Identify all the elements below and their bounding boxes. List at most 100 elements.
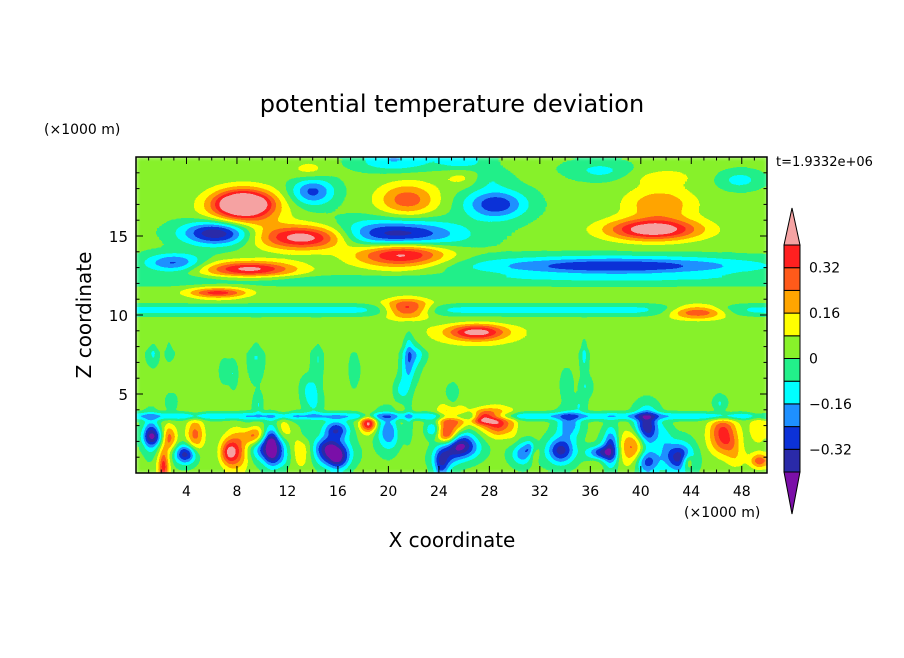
heatmap-cell bbox=[366, 216, 372, 222]
heatmap-cell bbox=[256, 334, 262, 341]
heatmap-cell bbox=[571, 344, 578, 351]
heatmap-cell bbox=[386, 206, 393, 212]
heatmap-cell bbox=[551, 231, 558, 237]
heatmap-cell bbox=[181, 181, 187, 188]
heatmap-cell bbox=[371, 231, 377, 237]
heatmap-cell bbox=[596, 161, 603, 168]
heatmap-cell bbox=[291, 211, 297, 217]
heatmap-cell bbox=[761, 245, 767, 252]
heatmap-cell bbox=[301, 344, 307, 351]
heatmap-cell bbox=[591, 176, 598, 183]
heatmap-cell bbox=[426, 339, 433, 346]
heatmap-cell bbox=[156, 176, 162, 183]
heatmap-cell bbox=[581, 344, 588, 351]
heatmap-cell bbox=[601, 216, 608, 222]
heatmap-cell bbox=[136, 305, 142, 311]
heatmap-cell bbox=[556, 240, 563, 247]
heatmap-cell bbox=[446, 324, 453, 331]
heatmap-cell bbox=[601, 226, 608, 232]
heatmap-cell bbox=[431, 161, 438, 168]
heatmap-cell bbox=[251, 339, 257, 346]
heatmap-cell bbox=[356, 240, 362, 247]
heatmap-cell bbox=[591, 186, 598, 193]
heatmap-cell bbox=[651, 236, 658, 242]
heatmap-cell bbox=[226, 226, 232, 232]
heatmap-cell bbox=[166, 280, 172, 286]
heatmap-cell bbox=[221, 334, 227, 341]
heatmap-cell bbox=[621, 250, 628, 257]
heatmap-cell bbox=[391, 265, 398, 272]
heatmap-cell bbox=[496, 270, 503, 277]
heatmap-cell bbox=[236, 176, 242, 183]
heatmap-cell bbox=[411, 245, 418, 252]
heatmap-cell bbox=[346, 290, 352, 296]
heatmap-cell bbox=[476, 334, 483, 341]
heatmap-cell bbox=[706, 255, 713, 262]
heatmap-cell bbox=[361, 166, 367, 173]
heatmap-cell bbox=[641, 186, 648, 193]
heatmap-cell bbox=[421, 285, 428, 291]
heatmap-cell bbox=[626, 157, 633, 163]
heatmap-cell bbox=[181, 206, 187, 212]
heatmap-cell bbox=[466, 250, 473, 257]
heatmap-cell bbox=[466, 334, 473, 341]
heatmap-cell bbox=[216, 186, 222, 193]
heatmap-cell bbox=[706, 211, 713, 217]
heatmap-cell bbox=[236, 206, 242, 212]
heatmap-cell bbox=[346, 295, 352, 301]
heatmap-cell bbox=[631, 334, 638, 341]
heatmap-cell bbox=[381, 315, 387, 321]
heatmap-cell bbox=[641, 305, 648, 311]
heatmap-cell bbox=[426, 231, 433, 237]
heatmap-cell bbox=[636, 236, 643, 242]
heatmap-cell bbox=[281, 196, 287, 203]
heatmap-cell bbox=[751, 270, 758, 277]
heatmap-cell bbox=[436, 329, 443, 336]
heatmap-cell bbox=[366, 201, 372, 207]
heatmap-cell bbox=[321, 236, 327, 242]
heatmap-cell bbox=[636, 339, 643, 346]
heatmap-cell bbox=[196, 319, 202, 326]
heatmap-cell bbox=[536, 221, 543, 227]
heatmap-cell bbox=[516, 171, 523, 178]
heatmap-cell bbox=[566, 315, 573, 321]
heatmap-cell bbox=[421, 231, 428, 237]
heatmap-cell bbox=[636, 196, 643, 203]
heatmap-cell bbox=[686, 176, 693, 183]
heatmap-cell bbox=[556, 290, 563, 296]
heatmap-cell bbox=[401, 216, 408, 222]
heatmap-cell bbox=[416, 206, 423, 212]
heatmap-cell bbox=[366, 305, 372, 311]
heatmap-cell bbox=[366, 275, 372, 282]
heatmap-cell bbox=[661, 201, 668, 207]
heatmap-cell bbox=[221, 310, 227, 316]
heatmap-cell bbox=[296, 157, 302, 163]
heatmap-cell bbox=[151, 255, 157, 262]
heatmap-cell bbox=[641, 329, 648, 336]
heatmap-cell bbox=[196, 181, 202, 188]
heatmap-cell bbox=[216, 231, 222, 237]
heatmap-cell bbox=[546, 206, 553, 212]
heatmap-cell bbox=[641, 240, 648, 247]
heatmap-cell bbox=[716, 310, 723, 316]
heatmap-cell bbox=[501, 250, 508, 257]
heatmap-cell bbox=[746, 211, 753, 217]
heatmap-cell bbox=[416, 270, 423, 277]
heatmap-cell bbox=[251, 255, 257, 262]
heatmap-cell bbox=[366, 260, 372, 267]
heatmap-cell bbox=[626, 201, 633, 207]
heatmap-cell bbox=[231, 324, 237, 331]
heatmap-cell bbox=[306, 324, 312, 331]
heatmap-cell bbox=[726, 157, 733, 163]
heatmap-cell bbox=[311, 260, 317, 267]
heatmap-cell bbox=[541, 216, 548, 222]
heatmap-cell bbox=[306, 285, 312, 291]
heatmap-cell bbox=[306, 245, 312, 252]
heatmap-cell bbox=[616, 191, 623, 198]
heatmap-cell bbox=[251, 280, 257, 286]
heatmap-cell bbox=[466, 240, 473, 247]
heatmap-cell bbox=[266, 300, 272, 306]
heatmap-cell bbox=[371, 161, 377, 168]
heatmap-cell bbox=[761, 226, 767, 232]
heatmap-cell bbox=[556, 255, 563, 262]
